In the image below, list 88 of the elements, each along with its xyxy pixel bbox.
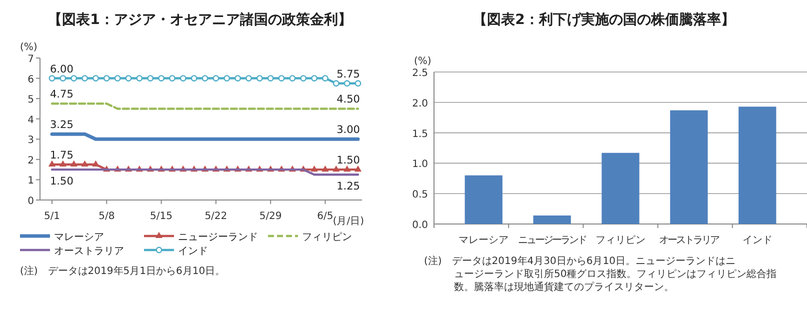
y-tick-label: 7 <box>28 54 34 65</box>
annotation: 1.50 <box>336 154 360 167</box>
x-tick-label: 5/29 <box>259 211 282 222</box>
x-tick-label: 6/5 <box>317 211 334 222</box>
annotation: 6.00 <box>50 63 74 76</box>
point <box>70 160 78 167</box>
point <box>256 75 263 82</box>
annotation: 3.25 <box>50 119 74 132</box>
point <box>332 165 340 172</box>
y-tick-label: 1.0 <box>412 159 428 170</box>
point <box>311 75 318 82</box>
point <box>136 75 143 82</box>
annotation: 1.75 <box>50 150 74 162</box>
bar <box>738 106 776 224</box>
x-tick-label: 5/22 <box>204 211 228 222</box>
text: (注) データは2019年5月1日から6月10日。 <box>20 265 226 277</box>
annotation: 1.25 <box>336 180 360 193</box>
y-tick-label: 6 <box>28 74 34 86</box>
point <box>60 75 66 82</box>
point <box>190 75 198 82</box>
point <box>289 75 296 82</box>
y-tick-label: 1.5 <box>412 128 428 140</box>
point <box>278 75 285 82</box>
bar <box>464 175 502 224</box>
point <box>267 75 274 82</box>
point <box>246 75 252 82</box>
point <box>344 80 350 87</box>
point <box>180 75 186 82</box>
legend-label: オーストラリア <box>54 246 124 257</box>
point <box>92 160 100 167</box>
y-tick-label: 4 <box>28 114 34 126</box>
point <box>332 80 340 87</box>
annotation: 4.75 <box>50 88 74 101</box>
annotation: 4.50 <box>336 94 360 106</box>
annotation: 5.75 <box>336 68 360 80</box>
point <box>147 75 154 82</box>
point <box>224 75 230 82</box>
y-tick-label: 1 <box>28 176 34 187</box>
point <box>202 75 208 82</box>
x-tick-label: オーストラリア <box>659 235 720 246</box>
y-tick-label: 0.0 <box>412 220 428 231</box>
point <box>300 75 307 82</box>
text: (注) データは2019年4月30日から6月10日。ニュージーランドはニュージーランド取引所50種グロス指数。フィリピンはフィリピン総合指数。騰落率は現地通貨建てのプライスリターン。 <box>424 255 777 293</box>
y-tick-label: 0.5 <box>412 190 428 201</box>
point <box>92 75 99 82</box>
chart-title: 【図表2：利下げ実施の国の株価騰落率】 <box>473 11 735 28</box>
point <box>48 75 56 82</box>
point <box>158 75 164 82</box>
point <box>212 75 220 82</box>
x-tick-label: 5/8 <box>98 211 115 222</box>
x-tick-label: ニュージーランド <box>518 235 587 246</box>
legend-label: インド <box>178 246 208 257</box>
point <box>354 80 362 87</box>
point <box>322 165 329 172</box>
point <box>48 160 56 167</box>
y-tick-label: 0 <box>28 196 34 207</box>
point <box>114 75 121 82</box>
bar <box>533 215 571 224</box>
x-tick-label: フィリピン <box>596 235 646 246</box>
annotation: 3.00 <box>336 124 360 136</box>
x-tick-label: マレーシア <box>458 235 509 246</box>
chart-title: 【図表1：アジア・オセアニア諸国の政策金利】 <box>48 11 352 28</box>
point <box>322 75 328 82</box>
annotation: 1.50 <box>50 176 74 188</box>
point <box>103 75 110 82</box>
y-tick-label: 2 <box>28 155 34 166</box>
point <box>169 75 176 82</box>
x-tick-label: インド <box>742 235 772 246</box>
x-axis-title: (月/日) <box>332 216 364 227</box>
y-tick-label: 3 <box>28 135 34 146</box>
point <box>344 165 351 172</box>
y-tick-label: 5 <box>28 94 34 106</box>
y-axis-title: (%) <box>414 56 432 67</box>
bar <box>602 152 640 224</box>
point <box>234 75 241 82</box>
point <box>125 75 132 82</box>
point <box>81 160 88 167</box>
y-tick-label: 2.5 <box>412 68 428 79</box>
bar <box>670 110 708 224</box>
y-tick-label: 2.0 <box>412 98 428 110</box>
point <box>59 160 66 167</box>
x-tick-label: 5/1 <box>44 211 60 222</box>
y-axis-title: (%) <box>20 42 38 53</box>
point <box>354 165 362 172</box>
x-tick-label: 5/15 <box>150 211 173 222</box>
point <box>310 165 318 172</box>
point <box>70 75 78 82</box>
point <box>82 75 88 82</box>
